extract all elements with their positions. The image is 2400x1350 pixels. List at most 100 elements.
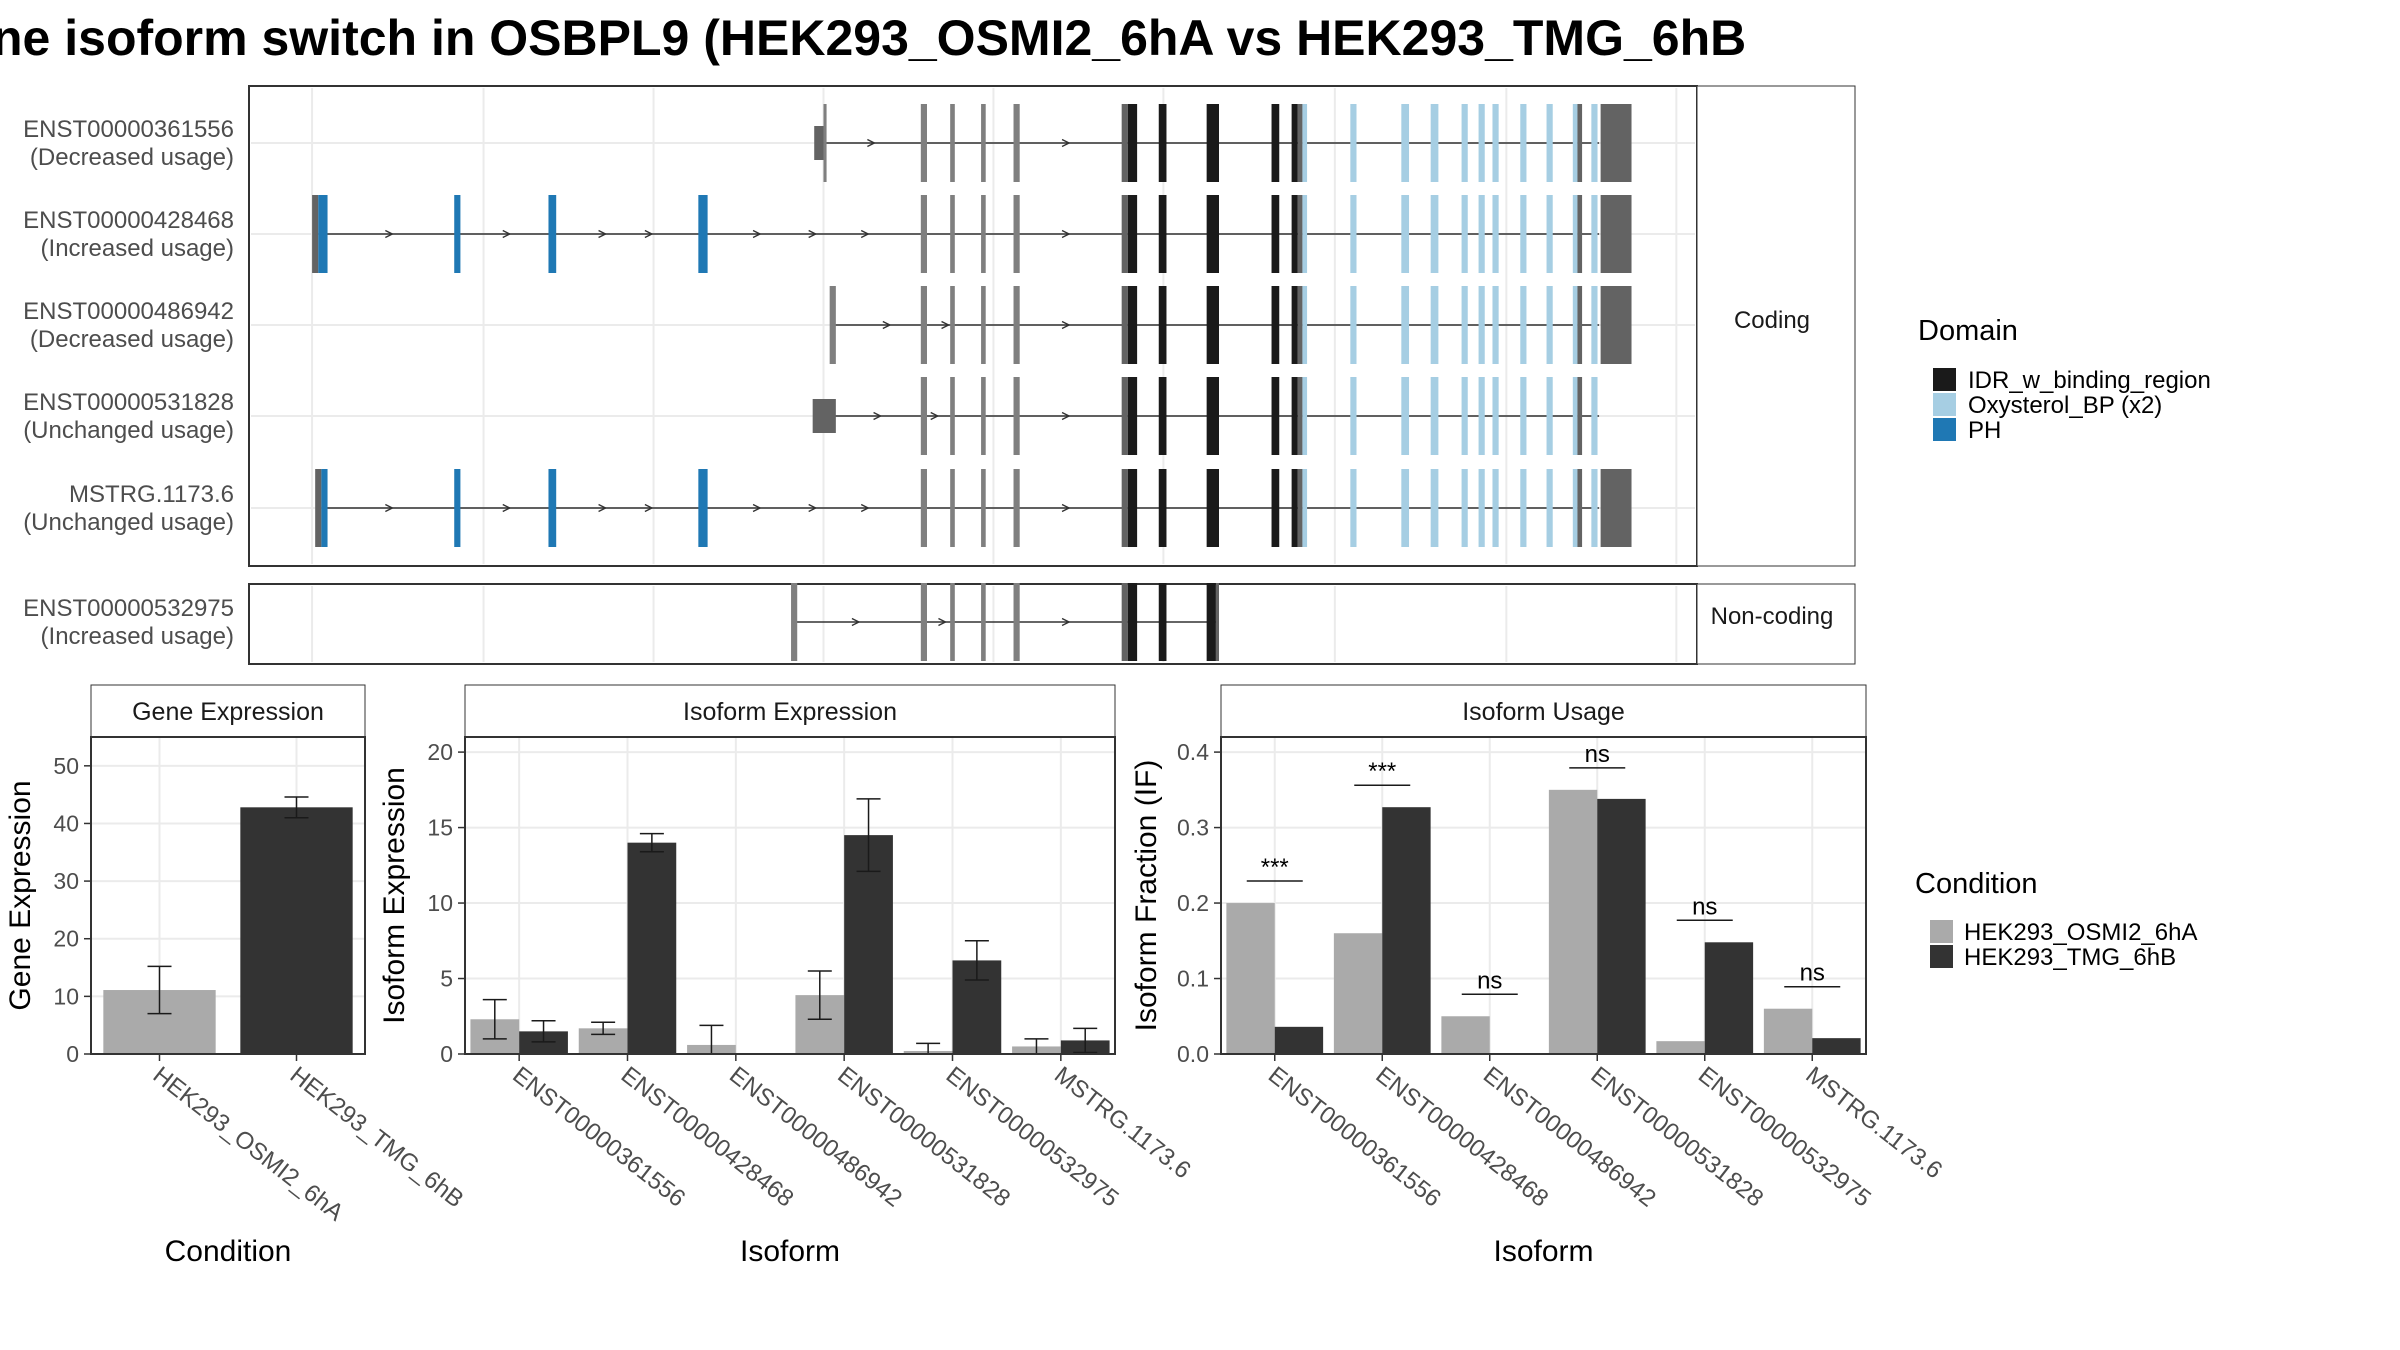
y-tick-label: 20 [53, 926, 79, 952]
plot-frame [1220, 736, 1867, 1055]
exon-oxysterol-domain [1461, 469, 1468, 547]
strand-arrow [941, 320, 951, 330]
exon-oxysterol-domain [1302, 377, 1308, 455]
exon [1600, 104, 1632, 182]
strand-arrow [860, 229, 870, 239]
strand-arrow [1061, 503, 1071, 513]
exon-oxysterol-domain [1461, 195, 1468, 273]
significance-label: ns [1585, 741, 1610, 768]
domain-legend: Domain IDR_w_binding_regionOxysterol_BP … [1918, 315, 2211, 444]
significance-label: ns [1477, 967, 1502, 994]
transcript-usage-label: (Increased usage) [41, 235, 234, 262]
exon-idr-domain [1271, 286, 1280, 364]
exon-idr-domain [1127, 583, 1138, 661]
exon [981, 377, 986, 455]
bar-condition-b [519, 1031, 568, 1054]
y-tick-label: 0 [440, 1041, 453, 1067]
exon-idr-domain [1271, 104, 1280, 182]
exon-oxysterol-domain [1572, 104, 1578, 182]
exon [1215, 583, 1220, 661]
bar-condition-a [1656, 1041, 1705, 1054]
strand-arrow [502, 229, 512, 239]
exon-oxysterol-domain [1546, 286, 1553, 364]
exon-idr-domain [1127, 469, 1138, 547]
exon-ph-domain [454, 469, 461, 547]
y-tick-label: 15 [427, 815, 453, 841]
exon-idr-domain [1206, 104, 1220, 182]
y-axis-title: Isoform Fraction (IF) [1130, 760, 1163, 1032]
exon-oxysterol-domain [1302, 104, 1308, 182]
exon [981, 469, 986, 547]
exon [1013, 469, 1020, 547]
exon [1577, 469, 1583, 547]
exon-oxysterol-domain [1430, 377, 1439, 455]
exon-idr-domain [1127, 104, 1138, 182]
transcript-usage-label: (Decreased usage) [30, 144, 234, 171]
exon-oxysterol-domain [1492, 104, 1499, 182]
exon [920, 469, 927, 547]
y-tick-label: 50 [53, 753, 79, 779]
exon-idr-domain [1291, 286, 1298, 364]
strand-arrow [644, 229, 654, 239]
exon-oxysterol-domain [1492, 377, 1499, 455]
transcript-usage-label: (Decreased usage) [30, 326, 234, 353]
exon [1013, 104, 1020, 182]
exon [981, 286, 986, 364]
strand-arrow [752, 503, 762, 513]
panel-strip [90, 684, 366, 738]
x-axis-title: Condition [165, 1235, 292, 1268]
strand-arrow [1061, 617, 1071, 627]
y-tick-label: 0.3 [1177, 815, 1209, 841]
exon [823, 104, 827, 182]
strand-arrow [1061, 138, 1071, 148]
strand-arrow [808, 229, 818, 239]
exon [1297, 195, 1303, 273]
exon-idr-domain [1206, 377, 1220, 455]
y-axis-title: Isoform Expression [378, 767, 411, 1024]
exon [1297, 469, 1303, 547]
exon [1577, 377, 1583, 455]
exon [981, 583, 986, 661]
exon-ph-domain [698, 195, 708, 273]
exon [1297, 286, 1303, 364]
exon-oxysterol-domain [1546, 195, 1553, 273]
exon-oxysterol-domain [1401, 469, 1410, 547]
exon-oxysterol-domain [1591, 469, 1598, 547]
exon-oxysterol-domain [1401, 377, 1410, 455]
exon [791, 583, 798, 661]
exon-oxysterol-domain [1430, 104, 1439, 182]
exon-idr-domain [1206, 286, 1220, 364]
plot-frame [464, 736, 1116, 1055]
plot-background [1221, 737, 1866, 1054]
y-tick-label: 0.2 [1177, 890, 1209, 916]
strand-arrow [502, 503, 512, 513]
exon-oxysterol-domain [1591, 104, 1598, 182]
strand-arrow [598, 503, 608, 513]
y-tick-label: 0.4 [1177, 739, 1209, 765]
exon [920, 195, 927, 273]
strip-label-noncoding: Non-coding [1711, 603, 1834, 630]
significance-label: ns [1800, 960, 1825, 987]
y-tick-label: 20 [427, 739, 453, 765]
exon [1577, 104, 1583, 182]
bar-condition-a [1226, 903, 1275, 1054]
panel-title: Isoform Usage [1462, 698, 1625, 726]
strand-arrow [385, 503, 394, 513]
x-tick-label: ENST00000361556 [1263, 1061, 1446, 1212]
exon-oxysterol-domain [1478, 286, 1485, 364]
exon-idr-domain [1127, 377, 1138, 455]
exon [315, 469, 322, 547]
exon-oxysterol-domain [1302, 286, 1308, 364]
transcript-id-label: ENST00000428468 [23, 207, 234, 234]
noncoding-strip [1696, 583, 1856, 665]
bar-condition-a [1548, 789, 1598, 1054]
transcript-id-label: ENST00000532975 [23, 595, 234, 622]
exon-idr-domain [1291, 377, 1298, 455]
plot-frame [90, 736, 366, 1055]
exon-idr-domain [1158, 377, 1167, 455]
exon-idr-domain [1291, 469, 1298, 547]
exon-oxysterol-domain [1302, 469, 1308, 547]
exon-idr-domain [1158, 195, 1167, 273]
